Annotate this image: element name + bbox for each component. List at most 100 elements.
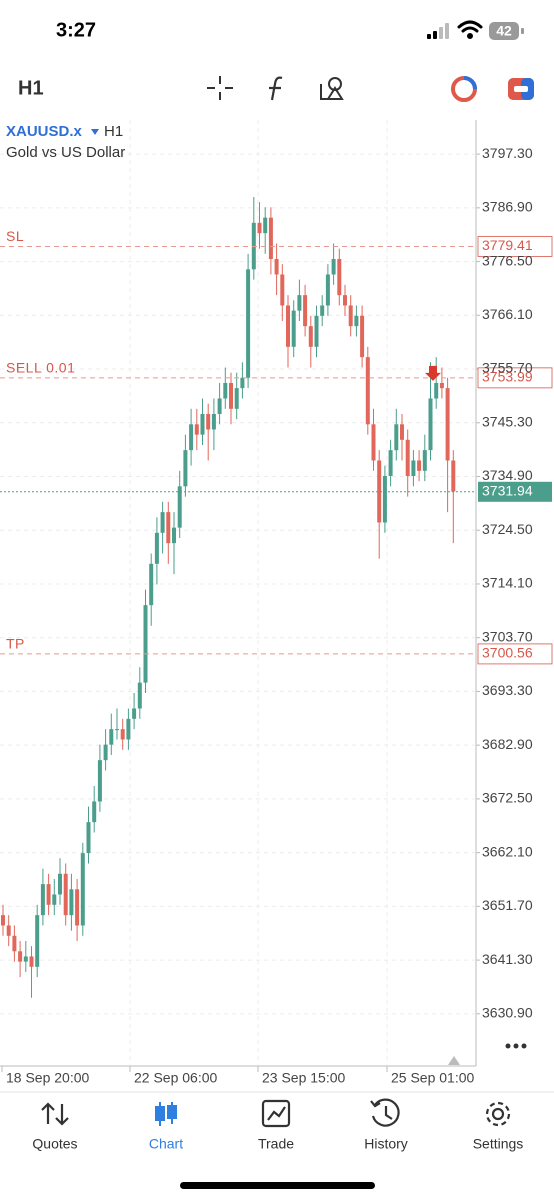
candle-body — [12, 935, 17, 952]
candle-body — [314, 315, 319, 347]
last-price-label: 3731.94 — [482, 482, 533, 498]
candle-body — [206, 413, 211, 430]
candle-body — [411, 460, 416, 476]
nav-tab[interactable]: Settings — [473, 1136, 524, 1152]
level-price-box — [477, 367, 553, 389]
y-tick-label: 3797.30 — [482, 145, 533, 161]
level-label: TP — [6, 636, 25, 652]
quotes-icon — [41, 1102, 69, 1126]
candle-body — [388, 450, 393, 476]
y-tick-label: 3755.70 — [482, 360, 533, 376]
nav-tab[interactable]: History — [364, 1136, 408, 1152]
candle-body — [377, 460, 382, 523]
battery-level: 42 — [496, 23, 512, 39]
candle-body — [343, 295, 347, 306]
candle-body — [229, 382, 233, 409]
candle-body — [52, 894, 57, 905]
candle-body — [194, 424, 199, 435]
candle-body — [422, 450, 427, 471]
level-price-box — [477, 236, 553, 257]
candle-body — [417, 460, 422, 471]
candle-body — [400, 424, 404, 440]
candle-body — [257, 222, 262, 234]
y-tick-label: 3776.50 — [482, 252, 533, 268]
level-label: SL — [6, 228, 24, 244]
y-tick-label: 3766.10 — [482, 306, 533, 322]
candle-body — [360, 315, 365, 358]
y-tick-label: 3682.90 — [482, 736, 533, 752]
candle-body — [18, 951, 23, 962]
y-tick-label: 3693.30 — [482, 682, 533, 698]
level-price-box — [477, 643, 553, 665]
y-tick-label: 3734.90 — [482, 467, 533, 483]
timeframe-button[interactable]: H1 — [18, 77, 44, 99]
candle-body — [172, 527, 176, 544]
more-button[interactable] — [505, 1043, 527, 1049]
x-tick-label: 25 Sep 01:00 — [391, 1070, 475, 1086]
candle-body — [80, 853, 85, 926]
candle-body — [58, 873, 62, 895]
candle-body — [382, 475, 387, 523]
trade-button[interactable] — [508, 78, 534, 100]
nav-tab[interactable]: Trade — [258, 1136, 294, 1152]
candle-body — [451, 460, 456, 492]
sell-marker — [425, 365, 441, 381]
candle-body — [69, 889, 74, 916]
wifi-icon — [457, 20, 483, 39]
nav-tab[interactable]: Chart — [149, 1136, 183, 1152]
candle-body — [63, 873, 68, 916]
y-tick-label: 3745.30 — [482, 413, 533, 429]
candle-body — [348, 305, 353, 327]
symbol-dropdown[interactable] — [91, 129, 99, 135]
candle-body — [23, 956, 28, 962]
x-tick-label: 23 Sep 15:00 — [262, 1070, 346, 1086]
settings-icon — [485, 1101, 511, 1127]
candle-body — [223, 382, 228, 399]
candle-body — [154, 532, 159, 564]
symbol[interactable]: XAUUSD.x — [6, 123, 83, 140]
candle-body — [320, 305, 325, 316]
candle-body — [365, 357, 370, 425]
candle-body — [86, 822, 91, 854]
candle-body — [200, 413, 205, 435]
y-tick-label: 3672.50 — [482, 790, 533, 806]
one-click-trading-button[interactable] — [451, 76, 477, 102]
candle-body — [405, 439, 410, 476]
candle-body — [240, 377, 245, 389]
y-tick-label: 3724.50 — [482, 521, 533, 537]
x-tick-label: 18 Sep 20:00 — [6, 1070, 90, 1086]
candle-body — [274, 258, 279, 275]
candle-body — [325, 274, 330, 306]
nav-tab[interactable]: Quotes — [32, 1136, 77, 1152]
x-tick-label: 22 Sep 06:00 — [134, 1070, 218, 1086]
crosshair-button[interactable] — [207, 76, 233, 100]
candle-body — [303, 295, 308, 327]
candle-body — [189, 424, 194, 451]
candle-body — [177, 486, 182, 528]
candle-body — [263, 217, 268, 234]
candle-body — [268, 217, 273, 259]
candle-body — [29, 956, 34, 967]
last-price-box — [478, 481, 552, 502]
objects-button[interactable] — [320, 77, 344, 100]
candle-body — [280, 274, 285, 306]
candle-body — [428, 398, 433, 451]
y-tick-label: 3641.30 — [482, 951, 533, 967]
symbol-description: Gold vs US Dollar — [6, 144, 125, 161]
status-time: 3:27 — [56, 19, 96, 41]
y-tick-label: 3714.10 — [482, 575, 533, 591]
scroll-marker[interactable] — [448, 1056, 460, 1065]
level-label: SELL 0.01 — [6, 360, 75, 376]
candle-body — [1, 915, 5, 926]
candle-body — [166, 512, 171, 544]
indicators-button[interactable] — [269, 76, 283, 101]
candle-body — [35, 915, 40, 967]
candle-body — [217, 398, 222, 414]
signal-icon — [427, 23, 449, 39]
y-tick-label: 3630.90 — [482, 1005, 533, 1021]
candle-body — [291, 310, 296, 347]
candle-body — [115, 729, 119, 731]
candle-body — [445, 388, 450, 461]
